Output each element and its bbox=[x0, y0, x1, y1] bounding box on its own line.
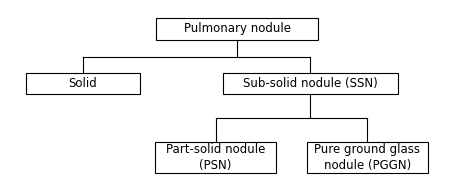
FancyBboxPatch shape bbox=[307, 142, 428, 172]
FancyBboxPatch shape bbox=[26, 73, 140, 94]
Text: Sub-solid nodule (SSN): Sub-solid nodule (SSN) bbox=[243, 77, 378, 90]
FancyBboxPatch shape bbox=[155, 142, 276, 172]
Text: Solid: Solid bbox=[69, 77, 97, 90]
Text: Part-solid nodule
(PSN): Part-solid nodule (PSN) bbox=[166, 142, 265, 172]
Text: Pure ground glass
nodule (PGGN): Pure ground glass nodule (PGGN) bbox=[314, 142, 420, 172]
FancyBboxPatch shape bbox=[156, 18, 318, 40]
Text: Pulmonary nodule: Pulmonary nodule bbox=[183, 22, 291, 36]
FancyBboxPatch shape bbox=[223, 73, 398, 94]
